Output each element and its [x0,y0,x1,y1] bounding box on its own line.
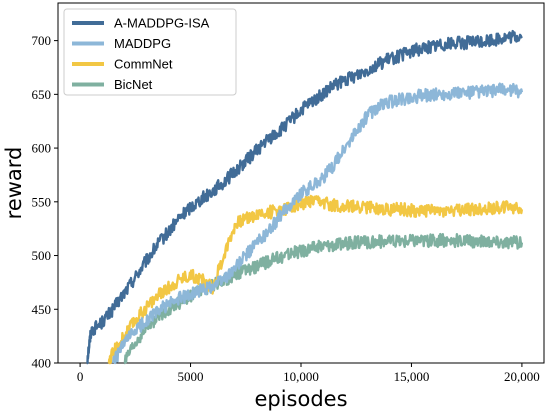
y-tick-label: 650 [32,87,52,102]
legend-box [63,8,237,96]
series-line-commnet [107,194,524,365]
y-tick-label: 700 [32,33,52,48]
x-tick-label: 5000 [178,369,204,384]
legend-label: CommNet [114,57,173,72]
y-tick-label: 550 [32,194,52,209]
series-line-a-maddpg-isa [85,29,523,365]
x-axis: 0 5000 10,000 15,000 20,000 [77,363,540,384]
legend-label: BicNet [114,77,153,92]
y-axis: 400 450 500 550 600 650 700 [32,33,58,371]
y-tick-label: 450 [32,302,52,317]
y-tick-label: 500 [32,248,52,263]
legend-label: A-MADDPG-ISA [114,16,210,31]
x-tick-label: 10,000 [283,369,319,384]
x-tick-label: 15,000 [394,369,430,384]
series-line-maddpg [112,82,524,365]
series-line-bicnet [123,232,524,365]
y-tick-label: 400 [32,356,52,371]
y-tick-label: 600 [32,141,52,156]
x-axis-label: episodes [254,387,347,411]
x-tick-label: 20,000 [504,369,540,384]
x-tick-label: 0 [77,369,84,384]
legend: A-MADDPG-ISA MADDPG CommNet BicNet [63,8,237,96]
legend-label: MADDPG [114,36,171,51]
y-axis-label: reward [2,147,26,220]
series-lines [85,29,524,365]
